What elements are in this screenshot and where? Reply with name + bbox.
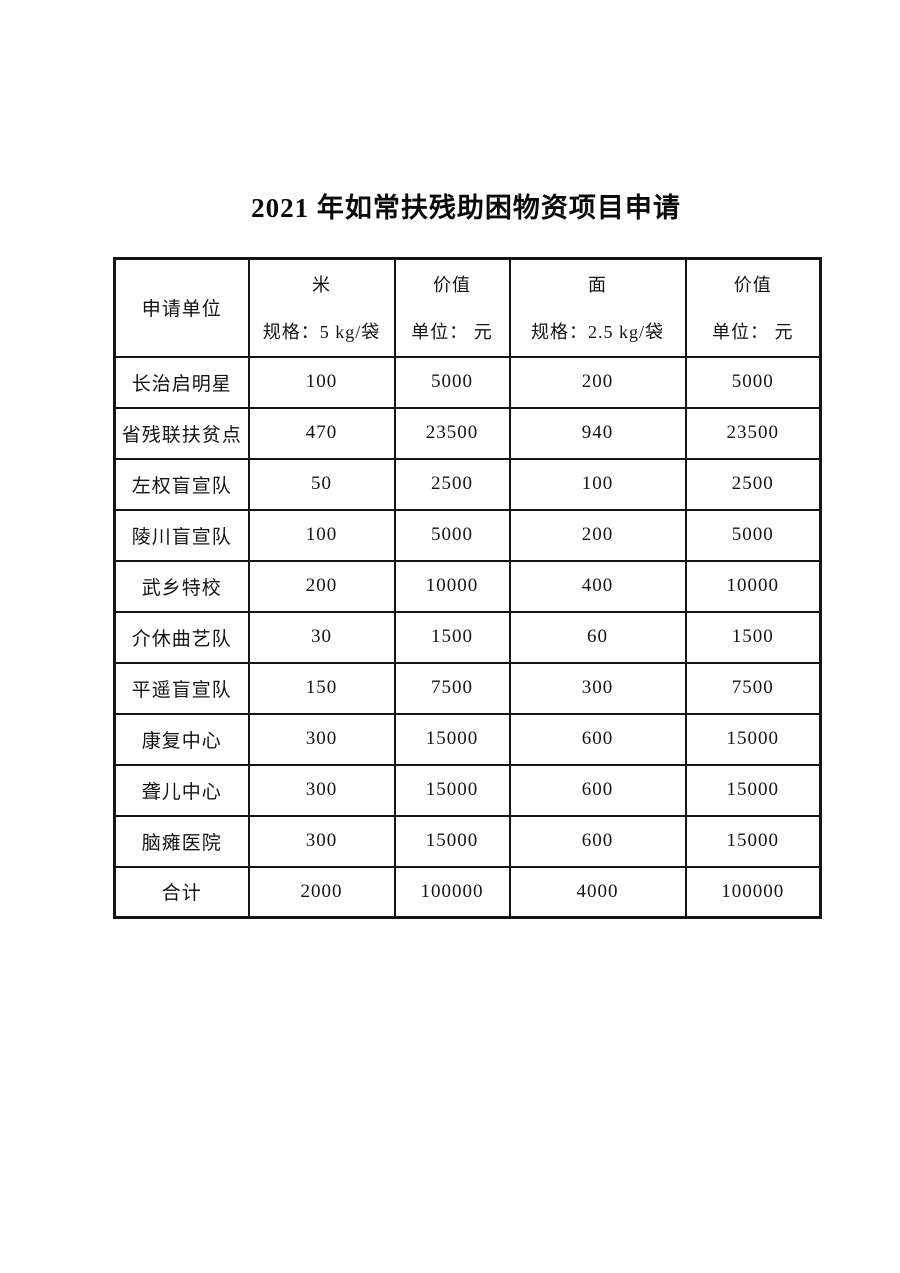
table-header-row: 申请单位 米 规格：5 kg/袋 价值 单位： 元 面 <box>113 257 822 358</box>
cell-flour-qty-total: 4000 <box>508 865 687 919</box>
cell-unit: 陵川盲宣队 <box>113 508 250 562</box>
cell-rice-value: 15000 <box>393 814 511 868</box>
table-row: 长治启明星 100 5000 200 5000 <box>113 355 822 409</box>
header-cell-applicant: 申请单位 <box>113 257 250 358</box>
table-row: 省残联扶贫点 470 23500 940 23500 <box>113 406 822 460</box>
cell-unit-total: 合计 <box>113 865 250 919</box>
cell-rice-value: 2500 <box>393 457 511 511</box>
table-row: 左权盲宣队 50 2500 100 2500 <box>113 457 822 511</box>
cell-unit: 聋儿中心 <box>113 763 250 817</box>
header-cell-flour-value: 价值 单位： 元 <box>684 257 822 358</box>
cell-rice-qty: 50 <box>247 457 396 511</box>
cell-flour-value: 15000 <box>684 712 822 766</box>
cell-flour-qty: 600 <box>508 814 687 868</box>
cell-unit: 介休曲艺队 <box>113 610 250 664</box>
header-rice-lines: 米 规格：5 kg/袋 <box>251 271 393 344</box>
cell-unit: 康复中心 <box>113 712 250 766</box>
cell-rice-qty: 300 <box>247 814 396 868</box>
cell-rice-qty: 200 <box>247 559 396 613</box>
header-flour-spec: 规格：2.5 kg/袋 <box>530 322 664 343</box>
cell-rice-qty: 30 <box>247 610 396 664</box>
cell-rice-value: 23500 <box>393 406 511 460</box>
cell-unit: 长治启明星 <box>113 355 250 409</box>
header-applicant-label: 申请单位 <box>141 299 222 321</box>
cell-flour-qty: 600 <box>508 763 687 817</box>
header-rice-value-unit: 单位： 元 <box>411 322 493 343</box>
cell-flour-qty: 100 <box>508 457 687 511</box>
cell-flour-qty: 600 <box>508 712 687 766</box>
cell-flour-value: 5000 <box>684 355 822 409</box>
table-row: 武乡特校 200 10000 400 10000 <box>113 559 822 613</box>
cell-rice-qty-total: 2000 <box>247 865 396 919</box>
cell-flour-value: 10000 <box>684 559 822 613</box>
cell-flour-qty: 940 <box>508 406 687 460</box>
table-row: 介休曲艺队 30 1500 60 1500 <box>113 610 822 664</box>
cell-rice-value: 15000 <box>393 712 511 766</box>
cell-unit: 平遥盲宣队 <box>113 661 250 715</box>
cell-flour-qty: 400 <box>508 559 687 613</box>
cell-flour-value: 5000 <box>684 508 822 562</box>
header-cell-rice-value: 价值 单位： 元 <box>393 257 511 358</box>
header-flour-value-title: 价值 <box>733 275 772 296</box>
cell-rice-qty: 100 <box>247 508 396 562</box>
cell-rice-qty: 470 <box>247 406 396 460</box>
cell-flour-value-total: 100000 <box>684 865 822 919</box>
cell-flour-qty: 60 <box>508 610 687 664</box>
table-row: 康复中心 300 15000 600 15000 <box>113 712 822 766</box>
cell-flour-value: 2500 <box>684 457 822 511</box>
cell-flour-value: 7500 <box>684 661 822 715</box>
table-row: 聋儿中心 300 15000 600 15000 <box>113 763 822 817</box>
cell-flour-value: 15000 <box>684 814 822 868</box>
cell-flour-qty: 300 <box>508 661 687 715</box>
cell-rice-qty: 150 <box>247 661 396 715</box>
cell-unit: 脑瘫医院 <box>113 814 250 868</box>
header-flour-lines: 面 规格：2.5 kg/袋 <box>512 271 684 344</box>
header-flour-value-unit: 单位： 元 <box>712 322 794 343</box>
header-rice-value-title: 价值 <box>433 275 471 296</box>
cell-unit: 武乡特校 <box>113 559 250 613</box>
cell-unit: 左权盲宣队 <box>113 457 250 511</box>
table-row: 陵川盲宣队 100 5000 200 5000 <box>113 508 822 562</box>
header-cell-rice: 米 规格：5 kg/袋 <box>247 257 396 358</box>
cell-flour-qty: 200 <box>508 355 687 409</box>
table-row: 平遥盲宣队 150 7500 300 7500 <box>113 661 822 715</box>
cell-flour-value: 1500 <box>684 610 822 664</box>
header-flour-value-lines: 价值 单位： 元 <box>688 271 819 344</box>
cell-rice-value-total: 100000 <box>393 865 511 919</box>
cell-rice-qty: 300 <box>247 712 396 766</box>
cell-unit: 省残联扶贫点 <box>113 406 250 460</box>
cell-flour-qty: 200 <box>508 508 687 562</box>
cell-rice-value: 5000 <box>393 508 511 562</box>
cell-rice-value: 1500 <box>393 610 511 664</box>
header-rice-spec: 规格：5 kg/袋 <box>262 322 381 343</box>
cell-rice-value: 10000 <box>393 559 511 613</box>
cell-rice-value: 7500 <box>393 661 511 715</box>
header-rice-value-lines: 价值 单位： 元 <box>397 271 508 344</box>
header-cell-flour: 面 规格：2.5 kg/袋 <box>508 257 687 358</box>
table-row: 脑瘫医院 300 15000 600 15000 <box>113 814 822 868</box>
header-flour-title: 面 <box>588 275 607 296</box>
cell-rice-value: 5000 <box>393 355 511 409</box>
cell-rice-qty: 300 <box>247 763 396 817</box>
header-rice-title: 米 <box>312 275 331 296</box>
table-row-total: 合计 2000 100000 4000 100000 <box>113 865 822 919</box>
cell-rice-qty: 100 <box>247 355 396 409</box>
cell-flour-value: 15000 <box>684 763 822 817</box>
application-table: 申请单位 米 规格：5 kg/袋 价值 单位： 元 面 <box>113 257 822 919</box>
document-title: 2021 年如常扶残助困物资项目申请 <box>251 193 681 223</box>
cell-flour-value: 23500 <box>684 406 822 460</box>
cell-rice-value: 15000 <box>393 763 511 817</box>
